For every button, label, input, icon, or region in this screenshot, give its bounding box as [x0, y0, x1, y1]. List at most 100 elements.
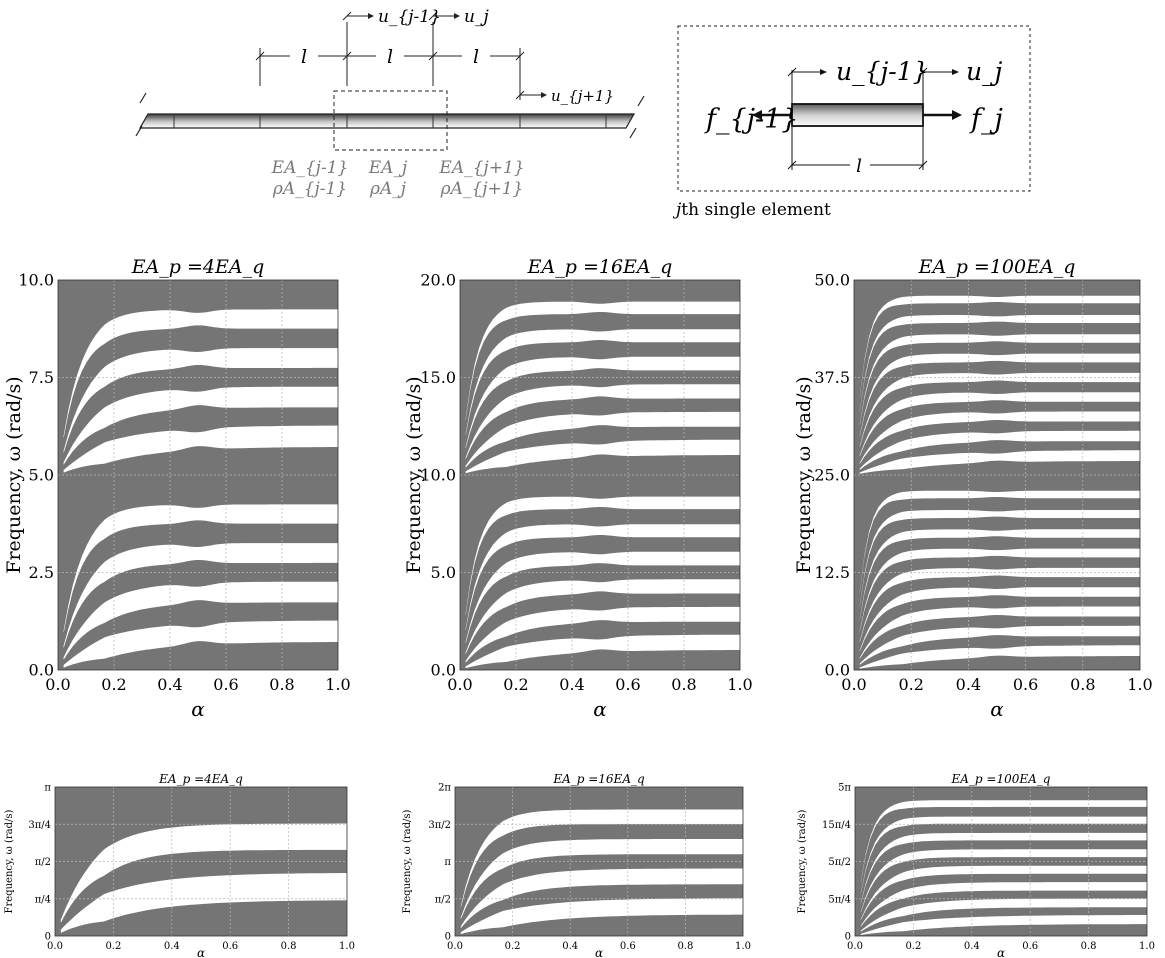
element-length: l — [856, 156, 862, 177]
pass-band — [465, 356, 740, 449]
pass-bands — [859, 295, 1140, 669]
pass-band — [859, 606, 1140, 659]
pass-band — [63, 348, 338, 454]
chart-title: EA_p =16EA_q — [552, 772, 645, 786]
x-tick-label: 1.0 — [735, 941, 751, 952]
spacing-label-3: l — [473, 46, 479, 68]
single-element-diagram: u_{j-1} u_j f_{j-1} f_j l jth single ele… — [672, 25, 1031, 220]
x-tick-label: 0.2 — [505, 941, 521, 952]
x-tick-label: 0.8 — [269, 675, 294, 694]
y-tick-label: 2π — [438, 783, 451, 794]
pass-bands — [63, 309, 338, 668]
y-tick-label: 10.0 — [18, 271, 54, 290]
element-u-left: u_{j-1} — [836, 57, 929, 86]
pass-band — [460, 809, 743, 908]
pass-band — [859, 567, 1140, 643]
x-tick-label: 0.0 — [45, 675, 70, 694]
pass-band — [460, 898, 743, 935]
band-chart-4: 0.0 0.2 0.4 0.6 0.8 1.0 0 π/4 π/2 3π/4 π EA_p =4EA_… — [4, 772, 355, 958]
x-tick-label: 0.6 — [1013, 675, 1038, 694]
x-axis-label: α — [191, 697, 205, 720]
element-frame — [677, 25, 1031, 192]
y-tick-label: 5.0 — [431, 563, 456, 582]
pass-band — [460, 868, 743, 929]
pass-band — [859, 372, 1140, 448]
chart-title: EA_p =4EA_q — [158, 772, 243, 786]
pass-band — [460, 839, 743, 920]
x-tick-label: 0.6 — [1022, 941, 1038, 952]
y-axis-label: Frequency, ω (rad/s) — [797, 809, 808, 913]
y-tick-label: π/2 — [35, 857, 51, 868]
grid — [460, 280, 740, 670]
plot-frame — [57, 279, 339, 671]
x-axis-label: α — [990, 697, 1004, 720]
rod-break-right-bottom — [629, 127, 637, 139]
y-tick-label: 0 — [845, 932, 851, 943]
x-tick-label: 1.0 — [325, 675, 350, 694]
x-tick-label: 1.0 — [1127, 675, 1152, 694]
y-tick-label: 10.0 — [420, 466, 456, 485]
y-tick-label: 37.5 — [814, 368, 850, 387]
band-chart-5: 0.0 0.2 0.4 0.6 0.8 1.0 0 π/2 π 3π/2 2π EA_p =16EA_… — [402, 772, 751, 958]
grid — [455, 787, 743, 936]
y-tick-label: π/4 — [35, 894, 51, 905]
y-tick-label: 0 — [445, 932, 451, 943]
plot-frame — [454, 786, 744, 937]
pass-band — [465, 301, 740, 421]
x-tick-label: 0.0 — [847, 941, 863, 952]
pass-band — [860, 849, 1147, 913]
pass-band — [860, 832, 1147, 904]
prop-ea-j-minus-1: EA_{j-1} — [271, 158, 349, 178]
pass-band — [63, 504, 338, 633]
pass-band — [859, 645, 1140, 669]
x-tick-label: 0.4 — [956, 675, 981, 694]
y-tick-label: 5π — [838, 783, 851, 794]
y-tick-label: 25.0 — [814, 466, 850, 485]
pass-band — [860, 800, 1147, 883]
spacing-label-2: l — [387, 46, 393, 68]
grid — [58, 280, 338, 670]
pass-band — [465, 524, 740, 631]
prop-rho-j-plus-1: ρA_{j+1} — [440, 179, 524, 199]
x-tick-label: 0.0 — [447, 941, 463, 952]
pass-band — [859, 411, 1140, 464]
element-caption: jth single element — [672, 200, 831, 220]
pass-bands — [60, 823, 347, 933]
plot-frame — [853, 279, 1141, 671]
y-tick-label: 2.5 — [29, 563, 54, 582]
pass-band — [63, 386, 338, 465]
disp-label-u-j-minus-1: u_{j-1} — [378, 7, 441, 27]
element-u-right: u_j — [966, 57, 1003, 86]
prop-ea-j-plus-1: EA_{j+1} — [438, 158, 524, 178]
prop-rho-j-minus-1: ρA_{j-1} — [272, 179, 347, 199]
chart-title: EA_p =100EA_q — [918, 256, 1076, 278]
y-tick-label: 0 — [45, 932, 51, 943]
element-f-right: f_j — [969, 104, 1003, 135]
pass-band — [60, 873, 347, 933]
pass-band — [859, 490, 1140, 594]
pass-band — [465, 329, 740, 436]
pass-bands — [465, 301, 740, 669]
pass-band — [465, 634, 740, 669]
x-tick-label: 0.6 — [615, 675, 640, 694]
pass-band — [63, 581, 338, 660]
pass-band — [465, 496, 740, 616]
y-tick-label: 7.5 — [29, 368, 54, 387]
y-tick-label: 0.0 — [431, 661, 456, 680]
y-tick-label: 5π/4 — [828, 894, 851, 905]
x-tick-label: 0.8 — [1070, 675, 1095, 694]
spacing-dimensions — [255, 11, 541, 100]
pass-bands — [860, 800, 1147, 935]
y-tick-label: 12.5 — [814, 563, 850, 582]
pass-band — [63, 620, 338, 668]
grid — [854, 280, 1140, 670]
pass-band — [859, 587, 1140, 652]
selected-element-box — [333, 90, 448, 151]
x-tick-label: 0.0 — [841, 675, 866, 694]
chart-title: EA_p =16EA_q — [527, 256, 673, 278]
x-tick-label: 0.2 — [101, 675, 126, 694]
x-tick-label: 0.8 — [1081, 941, 1097, 952]
x-tick-label: 0.4 — [559, 675, 584, 694]
x-tick-label: 0.0 — [447, 675, 472, 694]
y-tick-label: π — [44, 783, 51, 794]
